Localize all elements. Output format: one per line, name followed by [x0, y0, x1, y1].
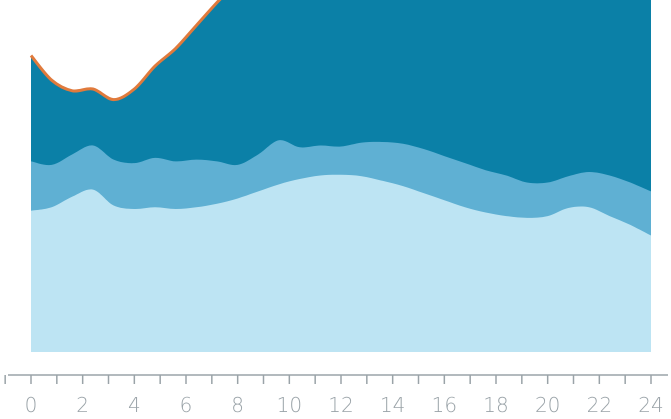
x-tick-label: 4 [128, 393, 141, 417]
x-tick-label: 12 [328, 393, 353, 417]
x-tick-label: 24 [638, 393, 663, 417]
x-tick-label: 18 [483, 393, 508, 417]
x-tick-label: 16 [432, 393, 457, 417]
x-tick-label: 2 [76, 393, 89, 417]
x-tick-label: 10 [277, 393, 302, 417]
x-tick-label: 6 [180, 393, 193, 417]
x-tick-label: 0 [25, 393, 38, 417]
plot-area [29, 0, 651, 352]
x-tick-label: 8 [231, 393, 244, 417]
x-tick-label: 20 [535, 393, 560, 417]
x-tick-label: 22 [587, 393, 612, 417]
top-outline-line [29, 0, 222, 102]
x-axis: 0 2 4 6 8 10 12 14 16 18 20 22 24 [4, 374, 668, 417]
x-tick-label: 14 [380, 393, 405, 417]
area-series-bottom [31, 174, 651, 352]
